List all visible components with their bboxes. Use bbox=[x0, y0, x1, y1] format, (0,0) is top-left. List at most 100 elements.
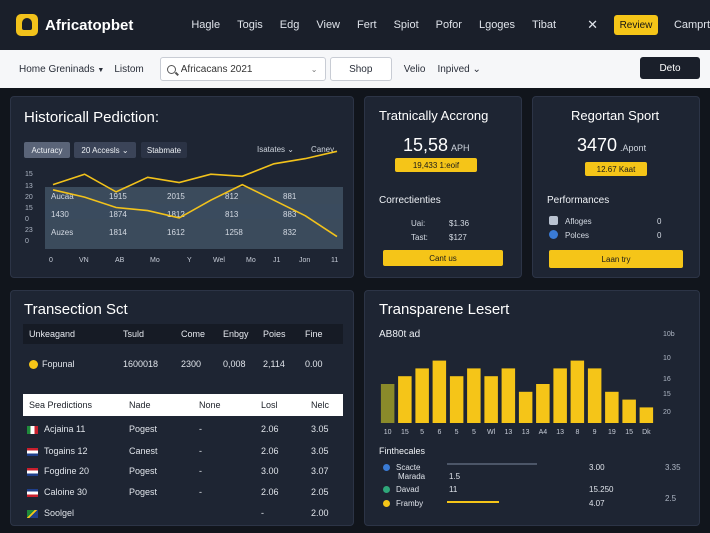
velio-link[interactable]: Velio bbox=[403, 63, 426, 75]
nav-item[interactable]: Fert bbox=[357, 19, 377, 31]
review-button[interactable]: Review bbox=[614, 15, 658, 35]
table-row[interactable]: Fopunal 1600018 2300 0,008 2,114 0.00 bbox=[23, 356, 343, 372]
shop-button[interactable]: Shop bbox=[329, 57, 392, 81]
nav-item[interactable]: Togis bbox=[237, 19, 263, 31]
table-cell: 1612 bbox=[167, 228, 185, 237]
bar bbox=[501, 368, 516, 423]
laan-try-button[interactable]: Laan try bbox=[549, 250, 683, 268]
table-cell: Canest bbox=[129, 446, 158, 456]
table-cell: 3.07 bbox=[311, 466, 329, 476]
deto-button[interactable]: Deto bbox=[640, 57, 700, 79]
perf-label: Polces bbox=[565, 231, 590, 240]
x-axis-label: 13 bbox=[505, 429, 513, 436]
flag-icon bbox=[27, 467, 38, 476]
search-box[interactable]: ⌄ bbox=[159, 57, 326, 81]
table-cell: 0,008 bbox=[223, 359, 246, 369]
legend-dot bbox=[383, 464, 390, 471]
perf-label: Afloges bbox=[565, 217, 592, 226]
table-cell: - bbox=[199, 487, 202, 497]
row-label: Soolgel bbox=[44, 508, 75, 518]
x-axis-label: Y bbox=[187, 257, 192, 264]
y-axis-label: 10b bbox=[663, 331, 675, 338]
polces-icon bbox=[549, 230, 558, 239]
table-cell: 2.06 bbox=[261, 487, 279, 497]
table-row: Auzes 1814 1612 1258 832 bbox=[51, 225, 343, 240]
nav-item[interactable]: Lgoges bbox=[478, 19, 516, 31]
top-navbar: Africatopbet Hagle Togis Edg View Fert S… bbox=[0, 0, 710, 50]
column-header: Poies bbox=[263, 329, 286, 339]
column-header: Sea Predictions bbox=[29, 400, 93, 410]
table-cell: 2.00 bbox=[311, 508, 329, 518]
nav-item[interactable]: Hagle bbox=[191, 19, 221, 31]
nav-item[interactable]: Tibat bbox=[532, 19, 557, 31]
column-header: Come bbox=[181, 329, 206, 339]
legend-mid: 11 bbox=[449, 485, 458, 494]
search-input[interactable] bbox=[180, 63, 311, 75]
chevron-down-icon[interactable]: ⌄ bbox=[310, 64, 318, 74]
x-axis-label: Wel bbox=[213, 257, 225, 264]
table-cell: Caloine 30 bbox=[23, 487, 129, 497]
x-axis-label: AB bbox=[115, 257, 125, 264]
table-cell: 812 bbox=[225, 192, 239, 201]
table-cell: 883 bbox=[283, 210, 297, 219]
flag-icon bbox=[27, 447, 38, 456]
close-icon[interactable]: ✕ bbox=[587, 17, 598, 32]
table-row[interactable]: Togains 12 Canest - 2.06 3.05 bbox=[23, 443, 343, 459]
caney-link[interactable]: Caney bbox=[311, 145, 335, 154]
progress-track bbox=[447, 463, 537, 465]
bar bbox=[639, 407, 654, 423]
perf-value: 0 bbox=[657, 217, 662, 226]
x-axis-label: 9 bbox=[593, 429, 597, 436]
table-cell: 881 bbox=[283, 192, 297, 201]
nav-item[interactable]: View bbox=[316, 19, 341, 31]
legend-label: Davad bbox=[396, 485, 420, 494]
table-row[interactable]: Acjaina 11 Pogest - 2.06 3.05 bbox=[23, 421, 343, 437]
table-row: Aucaa 1915 2015 812 881 bbox=[51, 189, 343, 204]
isatates-filter[interactable]: Isatates ⌄ bbox=[257, 145, 294, 154]
x-axis-label: 13 bbox=[522, 429, 530, 436]
y-axis-label: 13 bbox=[25, 183, 33, 190]
table-row[interactable]: Fogdine 20 Pogest - 3.00 3.07 bbox=[23, 463, 343, 479]
transection-card: Transection Sct Unkeagand Tsuld Come Enb… bbox=[10, 290, 354, 526]
chevron-down-icon: ▼ bbox=[97, 66, 105, 74]
home-dropdown[interactable]: Home Greninads ▼ bbox=[19, 64, 104, 75]
y-axis-label: 15 bbox=[25, 171, 33, 178]
y-axis-label: 20 bbox=[663, 409, 671, 416]
nav-item[interactable]: Spiot bbox=[393, 19, 419, 31]
table-cell: Pogest bbox=[129, 487, 158, 497]
nav-item[interactable]: Edg bbox=[279, 19, 300, 31]
table-cell: Fogdine 20 bbox=[23, 466, 129, 476]
x-axis-label: 8 bbox=[575, 429, 579, 436]
legend-sublabel: Marada bbox=[398, 472, 426, 481]
inpived-dropdown[interactable]: Inpived ⌄ bbox=[437, 63, 481, 75]
legend-item[interactable]: Davad bbox=[383, 485, 419, 494]
table-row[interactable]: Soolgel - 2.00 bbox=[23, 505, 343, 521]
home-dropdown-label: Home Greninads bbox=[19, 63, 95, 75]
legend-item[interactable]: Framby bbox=[383, 499, 423, 508]
camprt-link[interactable]: Camprt bbox=[673, 19, 710, 31]
y-axis-label: 0 bbox=[25, 216, 29, 223]
table-row[interactable]: Caloine 30 Pogest - 2.06 2.05 bbox=[23, 484, 343, 500]
table-cell: 2.06 bbox=[261, 424, 279, 434]
column-header: Losl bbox=[261, 400, 278, 410]
row-label: Acjaina 11 bbox=[44, 424, 86, 434]
x-axis-label: 5 bbox=[472, 429, 476, 436]
cant-us-button[interactable]: Cant us bbox=[383, 250, 503, 266]
column-header: None bbox=[199, 400, 221, 410]
brand-logo[interactable]: Africatopbet bbox=[16, 14, 133, 36]
nav-item[interactable]: Pofor bbox=[435, 19, 462, 31]
bar bbox=[449, 376, 464, 423]
x-axis-label: J1 bbox=[273, 257, 281, 264]
legend-item[interactable]: Scacte bbox=[383, 463, 420, 472]
x-axis-label: Wl bbox=[487, 429, 496, 436]
accuracy-pill[interactable]: Acturacy bbox=[24, 142, 70, 158]
stabmate-pill[interactable]: Stabmate bbox=[141, 142, 187, 158]
table-cell: 2,114 bbox=[263, 359, 285, 369]
table-cell: - bbox=[261, 508, 264, 518]
x-axis-label: Mo bbox=[150, 257, 160, 264]
legend-value: 15.250 bbox=[589, 485, 614, 494]
bar bbox=[518, 391, 533, 423]
listom-link[interactable]: Listom bbox=[114, 63, 144, 75]
legend-label: Framby bbox=[396, 499, 424, 508]
accesls-dropdown[interactable]: 20 Accesls ⌄ bbox=[74, 142, 136, 158]
